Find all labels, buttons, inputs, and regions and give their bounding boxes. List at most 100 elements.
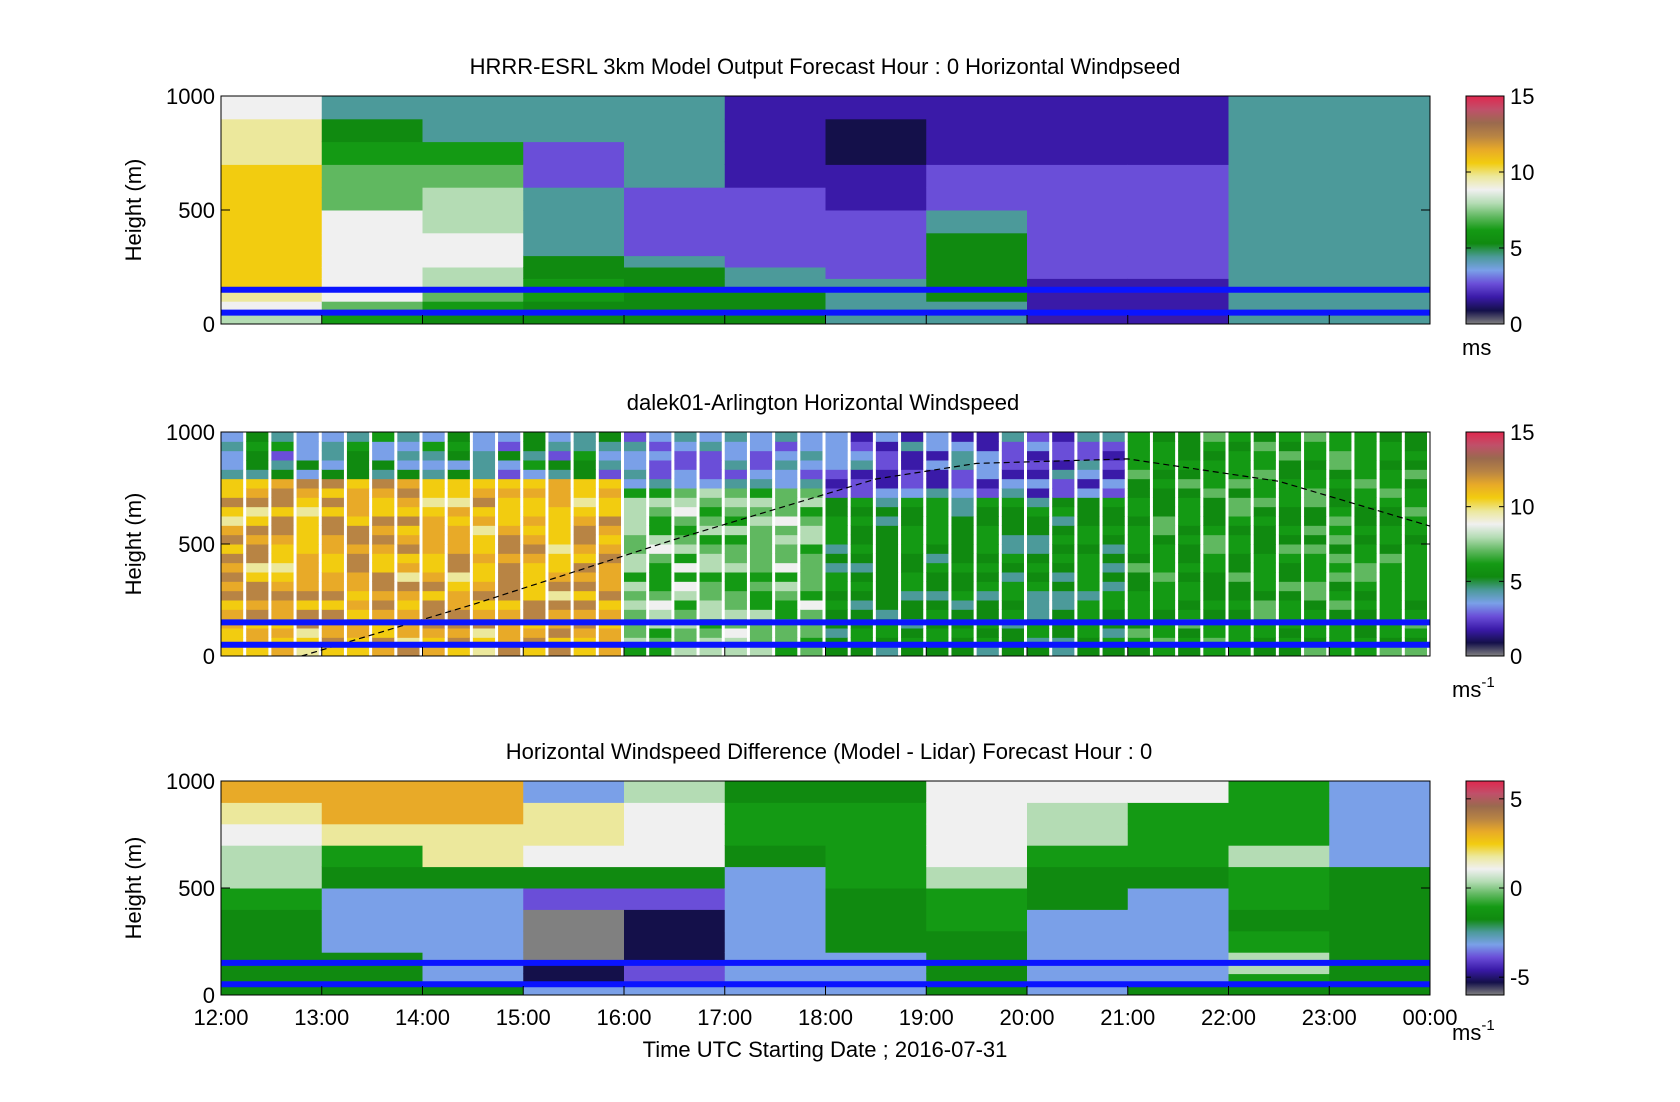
heatmap-cell bbox=[1329, 781, 1430, 803]
heatmap-cell bbox=[624, 909, 726, 932]
heatmap-cell bbox=[775, 432, 798, 442]
heatmap-cell bbox=[825, 534, 848, 545]
heatmap-cell bbox=[1379, 544, 1402, 554]
heatmap-cell bbox=[1102, 553, 1125, 564]
heatmap-cell bbox=[1178, 572, 1201, 582]
heatmap-cell bbox=[1027, 888, 1129, 910]
heatmap-cell bbox=[321, 441, 344, 452]
heatmap-cell bbox=[397, 609, 420, 620]
heatmap-cell bbox=[1354, 506, 1377, 517]
heatmap-cell bbox=[372, 609, 395, 620]
heatmap-cell bbox=[422, 118, 524, 143]
heatmap-cell bbox=[749, 600, 773, 610]
heatmap-cell bbox=[926, 141, 1028, 165]
colorbar: 0 5 10 15 ms-1 bbox=[1452, 420, 1534, 702]
heatmap-cell bbox=[926, 506, 949, 517]
heatmap-cell bbox=[1379, 525, 1402, 536]
heatmap-cell bbox=[321, 572, 344, 582]
heatmap-cell bbox=[800, 432, 823, 442]
heatmap-cell bbox=[699, 646, 722, 656]
heatmap-cell bbox=[699, 516, 722, 526]
heatmap-cell bbox=[1052, 478, 1075, 489]
heatmap-cell bbox=[749, 460, 773, 470]
heatmap-cell bbox=[649, 544, 672, 554]
heatmap-cell bbox=[346, 478, 370, 489]
heatmap-cell bbox=[271, 581, 294, 592]
heatmap-cell bbox=[1329, 802, 1430, 825]
heatmap-cell bbox=[1152, 488, 1176, 498]
heatmap-cell bbox=[1329, 553, 1352, 564]
heatmap-cell bbox=[498, 506, 521, 517]
heatmap-cell bbox=[926, 562, 949, 573]
heatmap-cell bbox=[749, 572, 773, 582]
heatmap-cell bbox=[724, 562, 747, 573]
heatmap-cell bbox=[674, 628, 697, 638]
heatmap-cell bbox=[422, 255, 524, 268]
heatmap-cell bbox=[674, 516, 697, 526]
heatmap-cell bbox=[875, 525, 899, 536]
heatmap-cell bbox=[548, 581, 571, 592]
heatmap-cell bbox=[271, 600, 294, 610]
heatmap-cell bbox=[548, 469, 571, 480]
colorbar-tick-label: 0 bbox=[1510, 312, 1522, 337]
heatmap-cell bbox=[271, 562, 294, 573]
heatmap-cell bbox=[624, 984, 726, 995]
heatmap-cell bbox=[346, 562, 370, 573]
heatmap-cell bbox=[1379, 469, 1402, 480]
heatmap-cell bbox=[221, 450, 244, 461]
heatmap-cell bbox=[1052, 572, 1075, 582]
heatmap-cell bbox=[422, 278, 524, 291]
heatmap-cell bbox=[624, 96, 726, 120]
heatmap-cell bbox=[1077, 469, 1100, 480]
heatmap-cell bbox=[1253, 506, 1276, 517]
heatmap-cell bbox=[422, 478, 445, 489]
heatmap-cell bbox=[271, 497, 294, 508]
heatmap-cell bbox=[775, 497, 798, 508]
heatmap-cell bbox=[724, 609, 747, 620]
heatmap-cell bbox=[1329, 525, 1352, 536]
heatmap-cell bbox=[1354, 450, 1377, 461]
heatmap-cell bbox=[1278, 562, 1302, 573]
heatmap-cell bbox=[624, 278, 726, 291]
heatmap-cell bbox=[624, 628, 647, 638]
heatmap-cell bbox=[1127, 952, 1229, 964]
heatmap-cell bbox=[447, 553, 470, 564]
heatmap-cell bbox=[1152, 506, 1176, 517]
heatmap-cell bbox=[649, 450, 672, 461]
heatmap-cell bbox=[1178, 478, 1201, 489]
heatmap-cell bbox=[699, 497, 722, 508]
heatmap-cell bbox=[800, 609, 823, 620]
heatmap-cell bbox=[548, 516, 571, 526]
heatmap-cell bbox=[321, 888, 423, 910]
heatmap-cell bbox=[825, 232, 927, 257]
heatmap-cell bbox=[598, 628, 621, 638]
heatmap-cell bbox=[724, 118, 826, 143]
heatmap-cell bbox=[1178, 450, 1201, 461]
heatmap-cell bbox=[749, 534, 773, 545]
heatmap-cell bbox=[699, 628, 722, 638]
heatmap-cell bbox=[523, 888, 625, 910]
heatmap-cell bbox=[1354, 460, 1377, 470]
heatmap-cell bbox=[372, 432, 395, 442]
heatmap-cell bbox=[296, 441, 319, 452]
heatmap-cell bbox=[523, 267, 625, 279]
heatmap-cell bbox=[926, 553, 949, 564]
heatmap-cell bbox=[422, 488, 445, 498]
heatmap-cell bbox=[573, 553, 596, 564]
heatmap-cell bbox=[749, 441, 773, 452]
heatmap-cell bbox=[1228, 909, 1330, 932]
heatmap-cell bbox=[221, 600, 244, 610]
heatmap-cell bbox=[875, 478, 899, 489]
heatmap-cell bbox=[800, 544, 823, 554]
heatmap-cell bbox=[976, 450, 999, 461]
heatmap-cell bbox=[221, 562, 244, 573]
heatmap-cell bbox=[1379, 450, 1402, 461]
heatmap-cell bbox=[1228, 534, 1251, 545]
heatmap-cell bbox=[221, 973, 323, 985]
heatmap-cell bbox=[1304, 544, 1327, 554]
heatmap-cell bbox=[422, 952, 524, 964]
heatmap-cell bbox=[498, 525, 521, 536]
heatmap-cell bbox=[447, 572, 470, 582]
heatmap-cell bbox=[825, 781, 927, 803]
heatmap-cell bbox=[271, 534, 294, 545]
